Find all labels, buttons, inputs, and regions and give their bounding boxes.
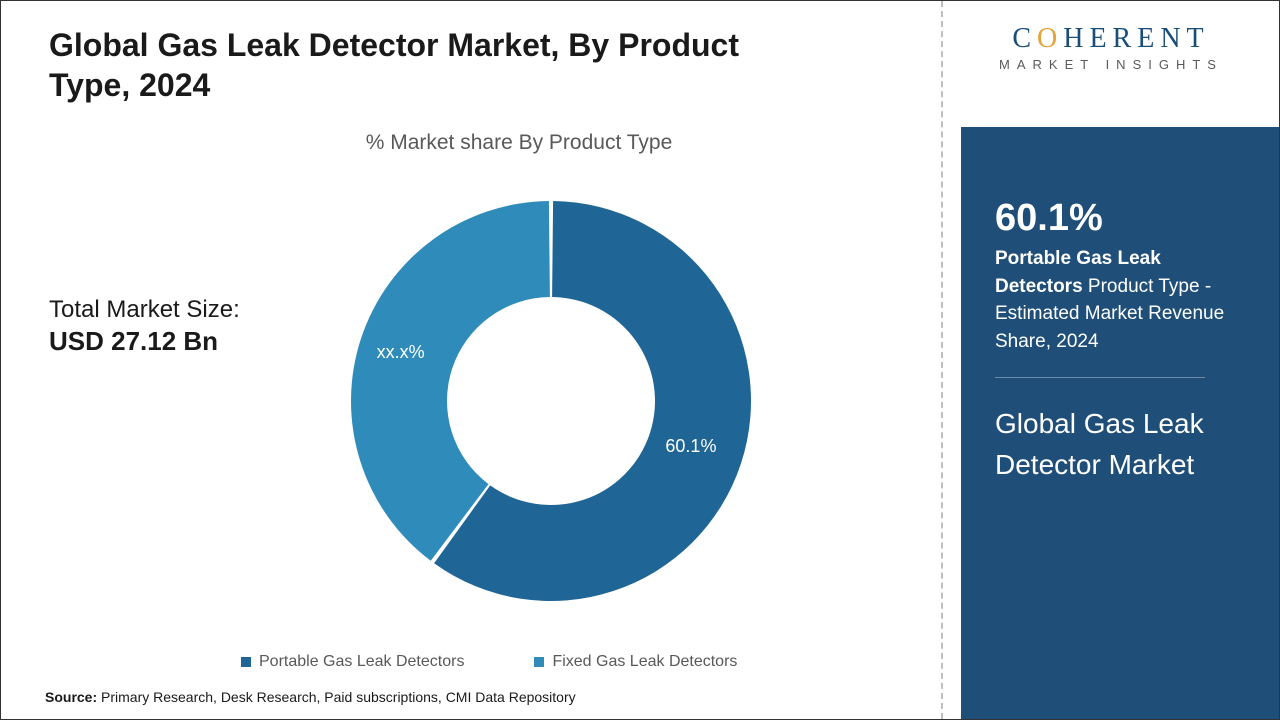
market-size-label: Total Market Size: <box>49 296 240 324</box>
highlight-percent: 60.1% <box>995 199 1245 237</box>
brand-logo: COHERENT MARKET INSIGHTS <box>967 23 1255 72</box>
main-area: Global Gas Leak Detector Market, By Prod… <box>1 1 941 719</box>
chart-legend: Portable Gas Leak Detectors Fixed Gas Le… <box>241 653 737 671</box>
page-title: Global Gas Leak Detector Market, By Prod… <box>49 25 809 105</box>
donut-slice-label: xx.x% <box>377 342 425 363</box>
right-column: COHERENT MARKET INSIGHTS 60.1% Portable … <box>941 1 1279 719</box>
chart-subtitle: % Market share By Product Type <box>129 131 909 155</box>
donut-chart: 60.1% xx.x% <box>341 191 761 611</box>
highlight-panel: 60.1% Portable Gas Leak Detectors Produc… <box>961 127 1279 719</box>
legend-text: Portable Gas Leak Detectors <box>259 653 464 671</box>
legend-item-fixed: Fixed Gas Leak Detectors <box>534 653 737 671</box>
logo-part-pre: C <box>1012 23 1037 54</box>
source-line: Source: Primary Research, Desk Research,… <box>45 689 576 705</box>
panel-title: Global Gas Leak Detector Market <box>995 404 1215 485</box>
market-size-value: USD 27.12 Bn <box>49 326 240 357</box>
donut-svg <box>341 191 761 611</box>
legend-swatch-icon <box>534 657 544 667</box>
source-prefix: Source: <box>45 689 97 705</box>
legend-item-portable: Portable Gas Leak Detectors <box>241 653 464 671</box>
logo-subtext: MARKET INSIGHTS <box>967 57 1255 72</box>
logo-wordmark: COHERENT <box>967 23 1255 55</box>
legend-swatch-icon <box>241 657 251 667</box>
panel-divider <box>995 377 1205 378</box>
market-size-block: Total Market Size: USD 27.12 Bn <box>49 296 240 357</box>
infographic-page: Global Gas Leak Detector Market, By Prod… <box>0 0 1280 720</box>
logo-part-post: HERENT <box>1063 23 1209 54</box>
highlight-description: Portable Gas Leak Detectors Product Type… <box>995 245 1235 355</box>
source-text: Primary Research, Desk Research, Paid su… <box>97 689 576 705</box>
legend-text: Fixed Gas Leak Detectors <box>552 653 737 671</box>
logo-accent-o-icon: O <box>1037 23 1063 54</box>
donut-slice-label: 60.1% <box>665 436 716 457</box>
